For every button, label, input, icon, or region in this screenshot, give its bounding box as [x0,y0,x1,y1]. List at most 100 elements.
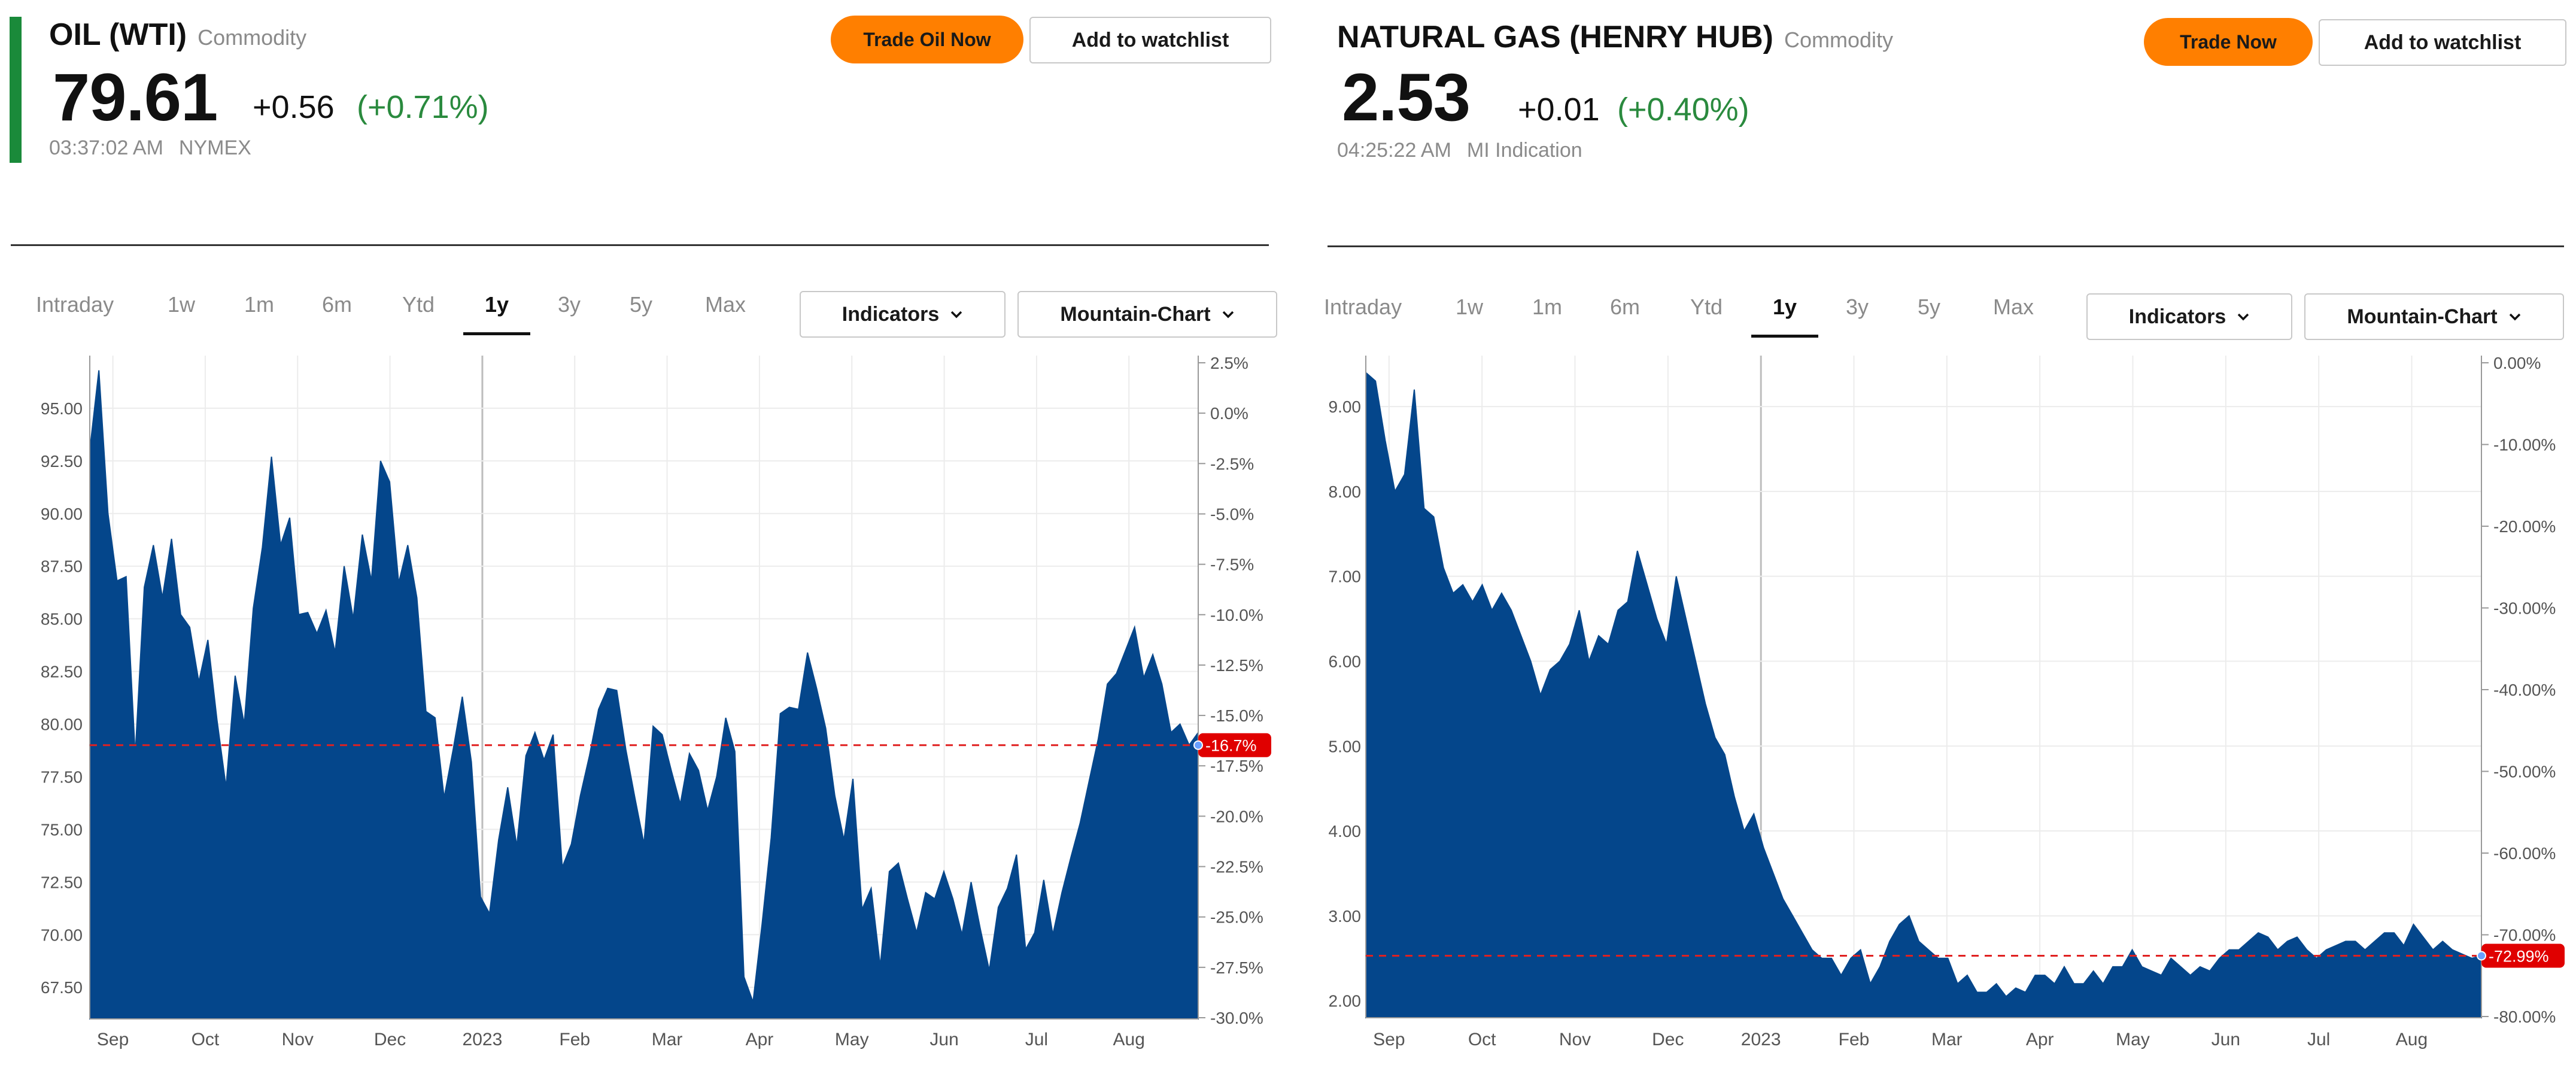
header-divider [11,244,1269,246]
y2-tick-label: -22.5% [1210,858,1263,876]
instrument-title: NATURAL GAS (HENRY HUB) Commodity [1337,19,1893,55]
chevron-down-icon [2509,313,2520,321]
tab-1m[interactable]: 1m [1532,295,1563,319]
y-tick-label: 77.50 [41,767,83,786]
tab-3y[interactable]: 3y [558,292,581,317]
x-tick-label: Apr [2026,1030,2054,1049]
tab-5y[interactable]: 5y [1918,295,1941,319]
tab-3y[interactable]: 3y [1846,295,1869,319]
tab-max[interactable]: Max [1993,295,2034,319]
y-tick-label: 87.50 [41,557,83,576]
instrument-name: NATURAL GAS (HENRY HUB) [1337,20,1773,54]
last-price: 2.53 [1342,60,1471,135]
y2-tick-label: -10.0% [1210,606,1263,624]
tab-1w[interactable]: 1w [1456,295,1484,319]
y2-tick-label: -5.0% [1210,505,1254,523]
quote-time: 03:37:02 AM [49,136,163,159]
tab-1y[interactable]: 1y [463,292,531,335]
tab-1y[interactable]: 1y [1751,295,1819,338]
price-change-percent: (+0.40%) [1617,92,1749,128]
y2-tick-label: -50.00% [2493,763,2556,781]
indicators-label: Indicators [842,302,940,326]
x-tick-label: Jul [2307,1030,2330,1049]
y2-tick-label: -25.0% [1210,908,1263,927]
last-change-badge [2481,943,2565,968]
x-tick-label: Dec [374,1030,406,1049]
trade-button[interactable]: Trade Now [2144,18,2313,66]
y2-tick-label: -80.00% [2493,1008,2556,1026]
y2-tick-label: 0.0% [1210,404,1248,423]
y2-tick-label: -20.00% [2493,517,2556,536]
last-change-badge-label: -16.7% [1205,737,1257,755]
x-tick-label: Sep [1373,1030,1405,1049]
add-to-watchlist-button[interactable]: Add to watchlist [2319,19,2566,66]
quote-meta: 04:25:22 AM MI Indication [1337,139,1582,162]
y-tick-label: 92.50 [41,452,83,471]
chevron-down-icon [2237,313,2249,321]
y-tick-label: 72.50 [41,873,83,891]
tab-6m[interactable]: 6m [1610,295,1641,319]
tab-intraday[interactable]: Intraday [36,292,114,317]
x-tick-label: May [2116,1030,2150,1049]
last-price: 79.61 [53,60,218,135]
price-chart[interactable]: Sep Oct Nov Dec 2023 Feb Mar Apr May Jun Jul Aug 9.0… [1317,347,2576,1068]
y2-tick-label: 2.5% [1210,354,1248,372]
x-tick-label: Feb [1839,1030,1870,1049]
y-tick-label: 3.00 [1329,907,1362,926]
y-tick-label: 4.00 [1329,822,1362,841]
quote-time: 04:25:22 AM [1337,139,1451,162]
chevron-down-icon [950,311,962,318]
y2-tick-label: 0.00% [2493,354,2541,372]
x-tick-label: Mar [1931,1030,1963,1049]
tab-intraday[interactable]: Intraday [1324,295,1402,319]
instrument-title: OIL (WTI) Commodity [49,17,306,53]
indicators-dropdown[interactable]: Indicators [800,291,1006,338]
chart-type-label: Mountain-Chart [1060,302,1211,326]
last-point-marker [2477,951,2486,961]
quote-exchange: NYMEX [178,136,251,159]
y2-tick-label: -10.00% [2493,436,2556,454]
y2-tick-label: -60.00% [2493,844,2556,863]
add-to-watchlist-button[interactable]: Add to watchlist [1029,17,1271,63]
x-tick-label: Feb [559,1030,590,1049]
y2-tick-label: -70.00% [2493,926,2556,945]
tab-ytd[interactable]: Ytd [1690,295,1723,319]
chart-type-dropdown[interactable]: Mountain-Chart [2304,293,2564,340]
x-tick-label: Jul [1025,1030,1048,1049]
x-tick-label: Mar [652,1030,683,1049]
quote-meta: 03:37:02 AM NYMEX [49,136,251,160]
y2-tick-label: -12.5% [1210,656,1263,675]
price-chart[interactable]: Sep Oct Nov Dec 2023 Feb Mar Apr May Jun Jul Aug 95.… [0,347,1281,1068]
y2-tick-label: -7.5% [1210,556,1254,574]
price-change: +0.56 [253,89,335,125]
tab-ytd[interactable]: Ytd [402,292,435,317]
y-tick-label: 90.00 [41,505,83,523]
trade-button[interactable]: Trade Oil Now [831,16,1023,63]
y-tick-label: 80.00 [41,715,83,734]
chart-type-dropdown[interactable]: Mountain-Chart [1017,291,1277,338]
price-direction-bar [10,17,22,163]
y-tick-label: 67.50 [41,978,83,997]
y2-tick-label: -15.0% [1210,706,1263,725]
last-change-badge-label: -72.99% [2489,947,2549,965]
instrument-category: Commodity [198,25,307,50]
y-tick-label: 5.00 [1329,737,1362,756]
x-tick-label: Dec [1652,1030,1684,1049]
last-change-badge [1198,733,1271,757]
indicators-dropdown[interactable]: Indicators [2086,293,2292,340]
tab-6m[interactable]: 6m [322,292,353,317]
tab-1m[interactable]: 1m [244,292,275,317]
tab-max[interactable]: Max [705,292,746,317]
last-point-marker [1193,740,1203,750]
tab-1w[interactable]: 1w [168,292,196,317]
y-tick-label: 2.00 [1329,992,1362,1011]
y-tick-label: 7.00 [1329,568,1362,586]
tab-5y[interactable]: 5y [630,292,653,317]
x-tick-label: Aug [1113,1030,1145,1049]
y2-tick-label: -30.0% [1210,1009,1263,1027]
price-area-series [1365,371,2482,1018]
y2-tick-label: -27.5% [1210,958,1263,977]
y2-tick-label: -2.5% [1210,454,1254,473]
x-tick-label: Aug [2396,1030,2428,1049]
price-area-series [89,370,1199,1020]
